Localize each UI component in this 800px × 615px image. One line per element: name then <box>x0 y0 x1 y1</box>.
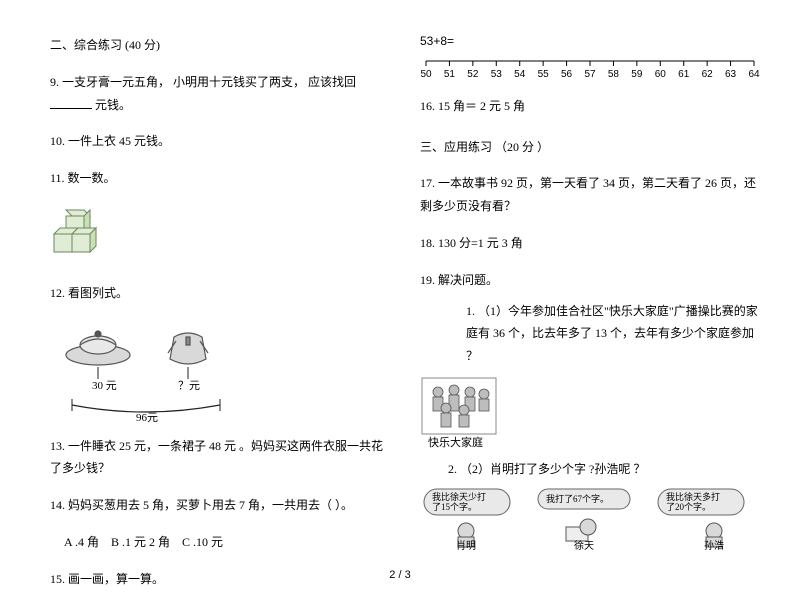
question-11: 11. 数一数。 <box>50 167 390 190</box>
kid3-name: 孙浩 <box>704 539 724 551</box>
svg-text:我比徐天多打: 我比徐天多打 <box>666 491 720 502</box>
b2-l1: 我打了67个字。 <box>546 493 609 504</box>
cubes-figure <box>50 204 390 268</box>
left-column: 二、综合练习 (40 分) 9. 一支牙膏一元五角， 小明用十元钱买了两支， 应… <box>50 30 390 605</box>
svg-text:62: 62 <box>702 69 714 80</box>
svg-text:64: 64 <box>748 69 760 80</box>
question-13: 13. 一件睡衣 25 元，一条裙子 48 元 。妈妈买这两件衣服一共花了多少钱… <box>50 435 390 481</box>
choice-c: C .10 元 <box>182 535 223 549</box>
b3-l1: 我比徐天多打 <box>666 491 720 502</box>
svg-text:了20个字。: 了20个字。 <box>666 501 711 512</box>
q9-post: 元钱。 <box>95 98 131 112</box>
section-2-title: 二、综合练习 (40 分) <box>50 34 390 57</box>
svg-text:51: 51 <box>444 69 456 80</box>
svg-text:我比徐天少打: 我比徐天少打 <box>432 491 486 502</box>
svg-text:我打了67个字。: 我打了67个字。 <box>546 493 609 504</box>
question-19: 19. 解决问题。 <box>420 269 760 292</box>
question-9: 9. 一支牙膏一元五角， 小明用十元钱买了两支， 应该找回 元钱。 <box>50 71 390 117</box>
q15-expression: 53+8= <box>420 30 760 53</box>
fig19-caption: 快乐大家庭 <box>428 435 483 449</box>
number-line: 50 51 52 53 54 55 56 57 58 59 60 61 62 63 64 <box>420 57 760 81</box>
choice-a: A .4 角 <box>64 535 99 549</box>
fig12-total: 96元 <box>136 412 158 424</box>
right-column: 53+8= 50 51 52 53 54 55 56 57 58 59 60 61 62 63 64 16.… <box>420 30 760 605</box>
question-14: 14. 妈妈买葱用去 5 角，买萝卜用去 7 角，一共用去（ ）。 <box>50 494 390 517</box>
svg-text:了15个字。: 了15个字。 <box>432 501 477 512</box>
blank-fill <box>50 97 92 109</box>
svg-text:54: 54 <box>514 69 526 80</box>
choice-b: B .1 元 2 角 <box>111 535 170 549</box>
b1-l2: 了15个字。 <box>432 501 477 512</box>
kid1-name: 肖明 <box>456 539 476 551</box>
svg-text:61: 61 <box>678 69 690 80</box>
svg-text:55: 55 <box>538 69 550 80</box>
question-19-1: 1. （1）今年参加佳合社区"快乐大家庭"广播操比赛的家庭有 36 个，比去年多… <box>420 300 760 368</box>
svg-text:50: 50 <box>420 69 432 80</box>
svg-text:53: 53 <box>491 69 503 80</box>
kid2-name: 徐天 <box>574 539 594 551</box>
question-17: 17. 一本故事书 92 页，第一天看了 34 页，第二天看了 26 页，还剩多… <box>420 172 760 218</box>
q9-pre: 9. 一支牙膏一元五角， 小明用十元钱买了两支， 应该找回 <box>50 75 356 89</box>
question-18: 18. 130 分=1 元 3 角 <box>420 232 760 255</box>
fig12-right-price: ？元 <box>178 380 200 392</box>
question-16: 16. 15 角＝ 2 元 5 角 <box>420 95 760 118</box>
svg-text:60: 60 <box>655 69 667 80</box>
b1-l1: 我比徐天少打 <box>432 491 486 502</box>
b3-l2: 了20个字。 <box>666 501 711 512</box>
fig12-left-price: 30 元 <box>92 380 117 392</box>
section-3-title: 三、应用练习 （20 分 ） <box>420 136 760 159</box>
svg-text:52: 52 <box>467 69 479 80</box>
svg-text:56: 56 <box>561 69 573 80</box>
svg-text:57: 57 <box>584 69 596 80</box>
figure-12: 30 元 ？元 96元 <box>50 319 390 425</box>
svg-text:63: 63 <box>725 69 737 80</box>
question-19-2: 2. （2）肖明打了多少个字 ?孙浩呢 ？ <box>420 458 760 481</box>
svg-text:59: 59 <box>631 69 643 80</box>
svg-text:58: 58 <box>608 69 620 80</box>
question-12: 12. 看图列式。 <box>50 282 390 305</box>
question-10: 10. 一件上衣 45 元钱。 <box>50 130 390 153</box>
page-number: 2 / 3 <box>0 565 800 586</box>
figure-19-2: 我比徐天少打 了15个字。 肖明 我打了67个字。 徐天 我 <box>420 487 760 551</box>
q14-choices: A .4 角 B .1 元 2 角 C .10 元 <box>50 531 390 554</box>
figure-19-1: 快乐大家庭 <box>420 376 760 450</box>
